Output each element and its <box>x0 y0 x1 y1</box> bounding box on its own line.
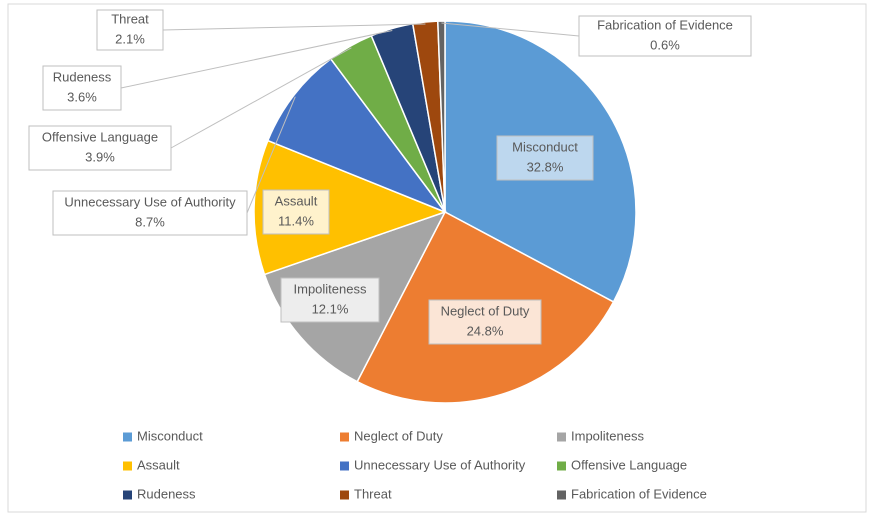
data-label-value: 8.7% <box>135 214 165 229</box>
legend-label: Impoliteness <box>571 428 644 443</box>
leader-line <box>441 22 580 37</box>
legend-swatch <box>123 432 132 442</box>
legend-swatch <box>123 490 132 500</box>
data-label-name: Rudeness <box>53 69 112 84</box>
data-label-value: 2.1% <box>115 31 145 46</box>
data-label-name: Impoliteness <box>294 281 367 296</box>
legend-label: Rudeness <box>137 486 196 501</box>
data-label-box <box>42 65 122 111</box>
legend-label: Neglect of Duty <box>354 428 443 443</box>
legend-swatch <box>123 461 132 471</box>
legend-swatch <box>340 461 349 471</box>
legend-label: Threat <box>354 486 392 501</box>
data-label-value: 0.6% <box>650 37 680 52</box>
data-label-name: Misconduct <box>512 139 578 154</box>
data-label-value: 32.8% <box>527 159 564 174</box>
data-label-box <box>28 125 172 171</box>
leader-line <box>162 23 426 31</box>
data-label-box <box>280 277 380 323</box>
leader-line <box>120 30 393 89</box>
legend-swatch <box>557 461 566 471</box>
leader-line <box>170 47 352 149</box>
data-label-box <box>496 135 594 181</box>
data-label-value: 24.8% <box>467 323 504 338</box>
data-label-name: Assault <box>275 193 318 208</box>
data-label-box <box>52 190 248 236</box>
data-label-name: Fabrication of Evidence <box>597 17 733 32</box>
legend-swatch <box>340 432 349 442</box>
data-label-box <box>428 299 542 345</box>
data-label-value: 3.6% <box>67 89 97 104</box>
legend-swatch <box>557 432 566 442</box>
legend-label: Offensive Language <box>571 457 687 472</box>
data-label-value: 12.1% <box>312 301 349 316</box>
data-label-box <box>578 15 752 57</box>
legend-label: Misconduct <box>137 428 203 443</box>
legend-label: Unnecessary Use of Authority <box>354 457 526 472</box>
legend-label: Fabrication of Evidence <box>571 486 707 501</box>
data-label-value: 11.4% <box>278 213 314 228</box>
legend-label: Assault <box>137 457 180 472</box>
data-label-name: Neglect of Duty <box>441 303 530 318</box>
pie-slice <box>253 139 448 276</box>
data-label-box <box>96 9 164 51</box>
legend-swatch <box>557 490 566 500</box>
leader-line <box>246 96 296 214</box>
data-label-value: 3.9% <box>85 149 115 164</box>
data-label-box <box>262 189 330 235</box>
data-label-name: Threat <box>111 11 149 26</box>
data-label-name: Offensive Language <box>42 129 158 144</box>
data-label-name: Unnecessary Use of Authority <box>64 194 236 209</box>
pie-slice <box>437 20 446 213</box>
legend-swatch <box>340 490 349 500</box>
